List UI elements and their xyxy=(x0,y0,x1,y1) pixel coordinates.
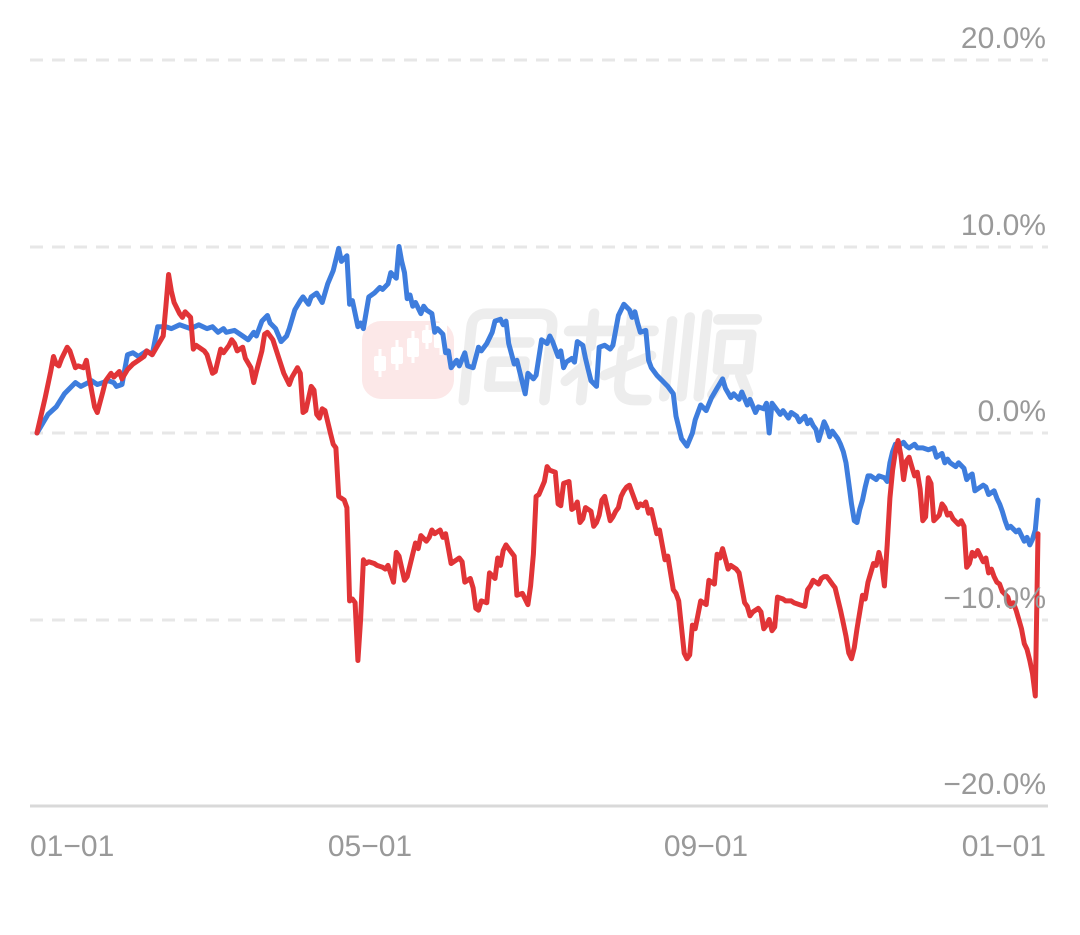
y-tick-neg10: −10.0% xyxy=(943,582,1046,615)
watermark xyxy=(362,308,763,406)
y-tick-20: 20.0% xyxy=(961,22,1046,55)
y-gridlines xyxy=(30,58,1048,808)
x-axis-labels: 01−01 05−01 09−01 01−01 xyxy=(30,830,1046,863)
x-tick-may: 05−01 xyxy=(328,830,412,863)
x-tick-jan-next: 01−01 xyxy=(962,830,1046,863)
x-tick-jan: 01−01 xyxy=(30,830,114,863)
red-series-line xyxy=(34,272,1041,699)
y-tick-neg20: −20.0% xyxy=(943,768,1046,801)
x-tick-sep: 09−01 xyxy=(664,830,748,863)
y-tick-10: 10.0% xyxy=(961,209,1046,242)
y-tick-0: 0.0% xyxy=(978,395,1046,428)
blue-series-line xyxy=(34,244,1041,548)
y-axis-labels: 20.0% 10.0% 0.0% −10.0% −20.0% xyxy=(943,22,1046,801)
series-lines xyxy=(34,244,1041,699)
